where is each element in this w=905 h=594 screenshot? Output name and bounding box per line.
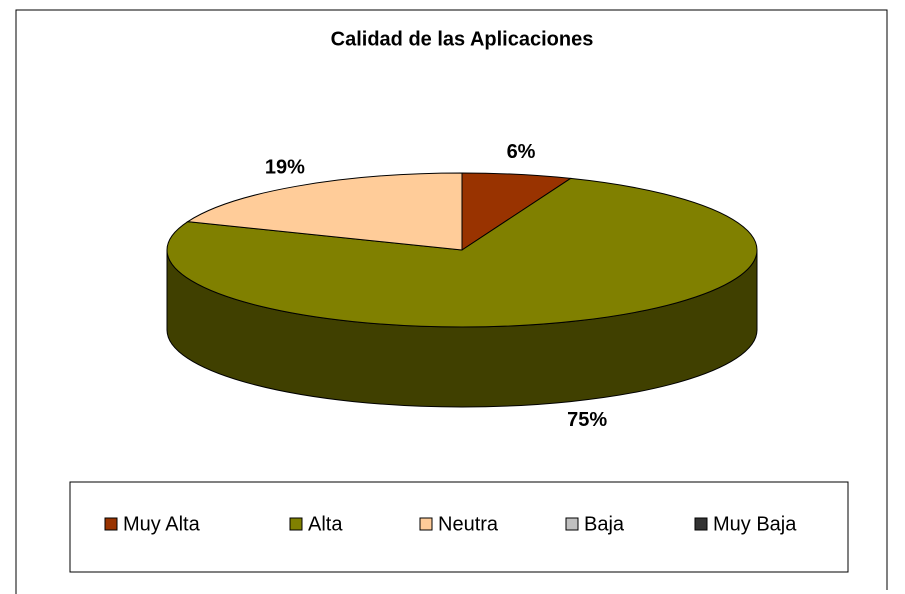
- slice: [186, 172, 463, 251]
- slice: [166, 177, 758, 328]
- legend-label: Neutra: [438, 513, 499, 535]
- legend-swatch: [694, 517, 708, 531]
- legend-swatch: [289, 517, 303, 531]
- data-label: 19%: [265, 156, 305, 178]
- chart-title: Calidad de las Aplicaciones: [331, 28, 594, 50]
- legend-box: [69, 481, 849, 573]
- chart-border: [15, 9, 888, 594]
- legend-swatch: [419, 517, 433, 531]
- data-label: 75%: [567, 409, 607, 431]
- data-label: 6%: [507, 141, 536, 163]
- legend-swatch: [104, 517, 118, 531]
- legend-label: Muy Alta: [123, 513, 201, 535]
- legend-label: Baja: [584, 513, 625, 535]
- legend-swatch: [565, 517, 579, 531]
- legend-label: Alta: [308, 513, 343, 535]
- legend-label: Muy Baja: [713, 513, 797, 535]
